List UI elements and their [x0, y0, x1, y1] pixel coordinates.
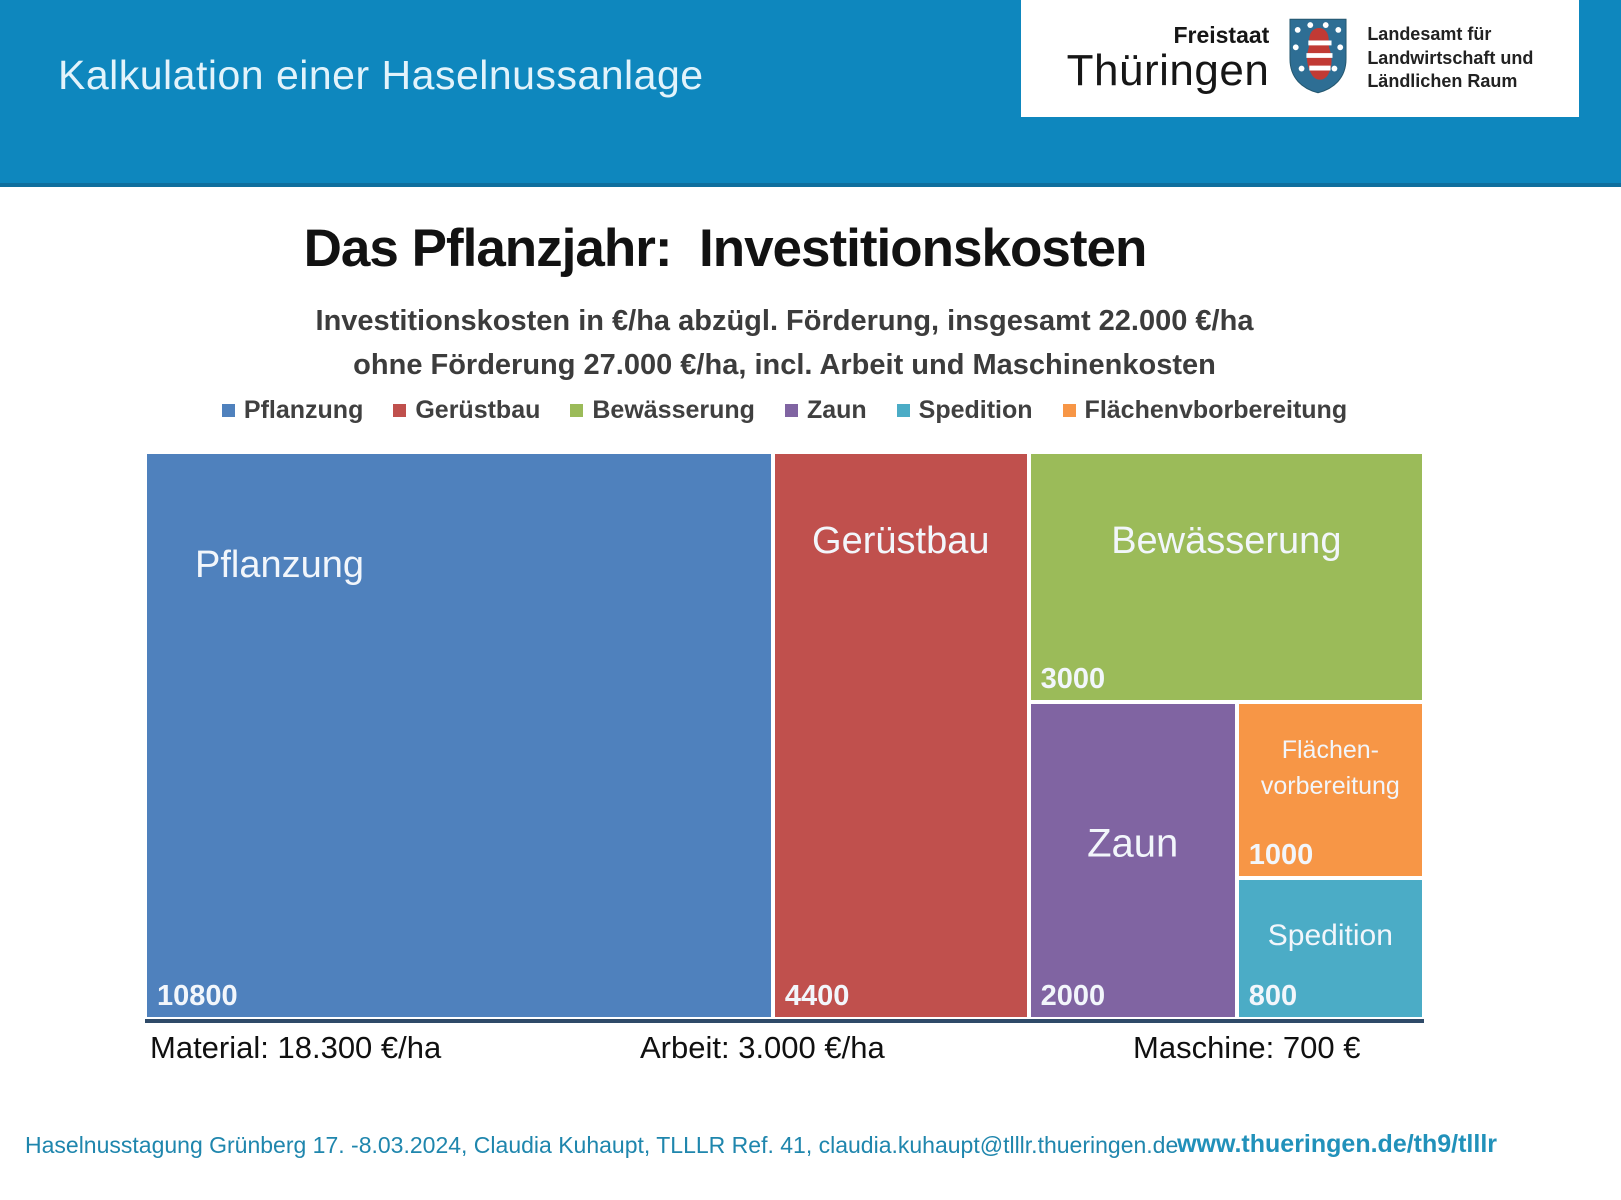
treemap-block-value: 3000	[1040, 663, 1106, 696]
logo-state-name: Freistaat Thüringen	[1067, 24, 1270, 93]
legend-swatch	[896, 404, 910, 417]
treemap-block-label: Pflanzung	[195, 544, 365, 586]
legend-item: Gerüstbau	[393, 396, 540, 425]
chart-subtitle-line2: ohne Förderung 27.000 €/ha, incl. Arbeit…	[353, 348, 1216, 381]
treemap-block-value: 1000	[1248, 839, 1314, 872]
treemap-block-label: Spedition	[1267, 918, 1393, 952]
treemap-block-pflanzung: Pflanzung 10800	[145, 452, 773, 1019]
legend-item: Zaun	[784, 396, 867, 425]
treemap-block-geruestbau: Gerüstbau 4400	[772, 452, 1029, 1019]
legend-label: Gerüstbau	[415, 396, 541, 424]
legend-item: Spedition	[896, 396, 1033, 425]
legend-item: Flächenvborbereitung	[1062, 396, 1348, 425]
header-title: Kalkulation einer Haselnussanlage	[58, 52, 704, 98]
chart-subtitle: Investitionskosten in €/ha abzügl. Förde…	[145, 300, 1424, 387]
thueringen-coat-of-arms-icon	[1289, 18, 1347, 99]
legend-item: Pflanzung	[221, 396, 364, 425]
logo-state-large: Thüringen	[1066, 46, 1270, 95]
legend-swatch	[393, 404, 407, 417]
logo-agency-name: Landesamt für Landwirtschaft und Ländlic…	[1367, 23, 1533, 93]
footer: Haselnusstagung Grünberg 17. -8.03.2024,…	[0, 1126, 1621, 1166]
legend-item: Bewässerung	[570, 396, 755, 425]
stat-material: Material: 18.300 €/ha	[150, 1030, 442, 1065]
chart-subtitle-line1: Investitionskosten in €/ha abzügl. Förde…	[315, 305, 1254, 337]
treemap-block-label: Bewässerung	[1111, 520, 1342, 562]
treemap-block-zaun: Zaun 2000	[1028, 702, 1237, 1019]
cost-summary-row: Material: 18.300 €/ha Arbeit: 3.000 €/ha…	[145, 1030, 1424, 1070]
legend-label: Flächenvborbereitung	[1084, 396, 1348, 424]
treemap-block-spedition: Spedition 800	[1236, 878, 1424, 1019]
treemap-block-flaechenvorbereitung: Flächen-vorbereitung 1000	[1236, 702, 1424, 879]
treemap-block-value: 4400	[784, 980, 850, 1012]
header-bar: Kalkulation einer Haselnussanlage Freist…	[0, 0, 1621, 187]
legend-swatch	[784, 404, 798, 417]
legend-label: Pflanzung	[243, 396, 364, 424]
stat-arbeit: Arbeit: 3.000 €/ha	[640, 1030, 885, 1065]
legend-label: Zaun	[806, 396, 867, 424]
logo-agency-line: Landwirtschaft und	[1367, 47, 1534, 68]
treemap-block-value: 800	[1248, 979, 1298, 1012]
thueringen-logo: Freistaat Thüringen	[1021, 0, 1579, 117]
treemap: Pflanzung 10800 Gerüstbau 4400 Bewässerung 30…	[145, 452, 1424, 1023]
legend-swatch	[570, 404, 584, 417]
logo-agency-line: Ländlichen Raum	[1367, 71, 1518, 92]
treemap-block-label: Flächen-vorbereitung	[1260, 736, 1400, 801]
stat-maschine: Maschine: 700 €	[1133, 1030, 1361, 1065]
treemap-block-bewaesserung: Bewässerung 3000	[1028, 452, 1424, 703]
legend-label: Bewässerung	[592, 396, 755, 424]
treemap-block-value: 2000	[1040, 979, 1106, 1012]
treemap-block-value: 10800	[157, 980, 238, 1012]
footer-credits: Haselnusstagung Grünberg 17. -8.03.2024,…	[25, 1132, 1179, 1158]
page-title: Das Pflanzjahr: Investitionskosten	[303, 219, 1148, 278]
chart-legend: Pflanzung Gerüstbau Bewässerung Zaun Spediti…	[145, 396, 1424, 425]
footer-url: www.thueringen.de/th9/tlllr	[1177, 1130, 1497, 1158]
logo-agency-line: Landesamt für	[1367, 24, 1492, 45]
treemap-block-label: Gerüstbau	[812, 520, 990, 562]
treemap-block-label: Zaun	[1087, 821, 1179, 866]
legend-swatch	[1062, 404, 1076, 417]
legend-label: Spedition	[918, 396, 1033, 424]
logo-state-small: Freistaat	[1173, 22, 1270, 48]
legend-swatch	[221, 404, 235, 417]
